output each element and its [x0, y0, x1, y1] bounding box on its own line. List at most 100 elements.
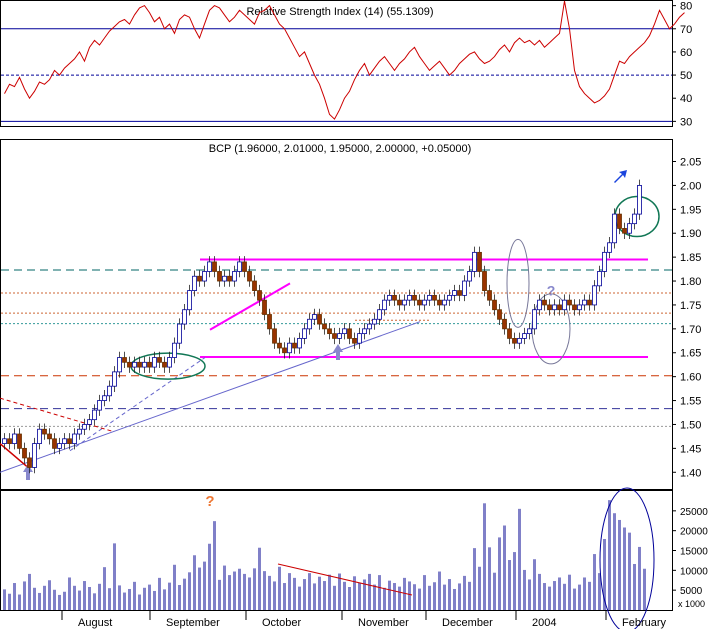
- price-candle-body: [337, 333, 342, 339]
- volume-bar: [243, 573, 246, 610]
- price-candle-body: [72, 433, 77, 444]
- price-candle-body: [567, 299, 572, 306]
- volume-bar: [363, 579, 366, 610]
- price-candle-body: [327, 328, 332, 335]
- volume-bar: [568, 574, 571, 610]
- volume-bar: [558, 577, 561, 610]
- price-candle-body: [82, 424, 87, 430]
- price-candle-body: [472, 251, 477, 272]
- price-candle-body: [292, 342, 297, 349]
- question-mark-marker: ?: [205, 493, 214, 510]
- volume-bar: [128, 588, 131, 610]
- price-candle-body: [182, 309, 187, 325]
- price-candle-body: [222, 275, 227, 282]
- price-candle-body: [232, 271, 237, 282]
- volume-bar: [198, 567, 201, 610]
- price-candle-body: [477, 251, 482, 272]
- rsi-panel-title: Relative Strength Index (14) (55.1309): [246, 6, 433, 18]
- volume-bar: [263, 571, 266, 610]
- price-candle-body: [277, 342, 282, 349]
- volume-bar: [583, 577, 586, 610]
- price-candle-body: [142, 361, 147, 368]
- volume-bar: [13, 583, 16, 610]
- volume-bar: [343, 581, 346, 610]
- price-candle-body: [357, 333, 362, 344]
- volume-bar: [3, 589, 6, 610]
- price-candle-body: [137, 361, 142, 368]
- price-candle-body: [597, 271, 602, 287]
- price-candle-body: [562, 299, 567, 311]
- price-candle-body: [172, 342, 177, 358]
- volume-bar: [628, 532, 631, 610]
- price-candle-body: [437, 299, 442, 306]
- price-candle-body: [212, 261, 217, 272]
- price-candle-body: [487, 290, 492, 301]
- volume-bar: [333, 585, 336, 610]
- volume-bar: [528, 579, 531, 610]
- volume-bar: [318, 576, 321, 610]
- price-tick-label: 1.60: [680, 372, 701, 384]
- volume-bar: [63, 591, 66, 610]
- price-candle-body: [637, 185, 642, 215]
- volume-bar: [228, 575, 231, 610]
- month-label: October: [262, 617, 301, 629]
- price-candle-body: [412, 294, 417, 301]
- volume-bar: [488, 547, 491, 610]
- price-candle-body: [602, 251, 607, 272]
- price-candle-body: [112, 371, 117, 387]
- price-candle-body: [312, 314, 317, 320]
- volume-bar: [163, 589, 166, 610]
- volume-bar: [53, 589, 56, 610]
- price-candle-body: [247, 271, 252, 282]
- volume-bar: [383, 587, 386, 610]
- volume-bar: [323, 581, 326, 610]
- rsi-axis-ticks: 80 70 60 50 40 30: [672, 1, 692, 128]
- rsi-tick-label: 30: [680, 116, 692, 128]
- price-candle-body: [512, 338, 517, 344]
- volume-bar: [173, 564, 176, 610]
- volume-bar: [413, 584, 416, 610]
- volume-bar: [378, 575, 381, 610]
- volume-bar: [148, 584, 151, 610]
- rsi-tick-label: 80: [680, 1, 692, 13]
- price-candle-body: [177, 323, 182, 344]
- price-tick-label: 1.75: [680, 300, 701, 312]
- volume-bar: [233, 571, 236, 610]
- price-candle-body: [537, 299, 542, 311]
- rsi-tick-label: 70: [680, 24, 692, 36]
- volume-bar: [248, 577, 251, 610]
- price-candle-body: [387, 294, 392, 301]
- volume-bar: [523, 569, 526, 610]
- price-candle-body: [57, 443, 62, 449]
- volume-bar: [258, 547, 261, 610]
- volume-bar: [463, 575, 466, 610]
- volume-bar: [223, 565, 226, 610]
- volume-bar: [313, 583, 316, 610]
- month-label: November: [358, 617, 409, 629]
- volume-bar: [398, 586, 401, 610]
- volume-bar: [103, 567, 106, 610]
- price-candle-body: [482, 271, 487, 291]
- volume-bar: [513, 552, 516, 610]
- volume-bar: [423, 575, 426, 610]
- price-candle-body: [572, 304, 577, 311]
- price-candle-body: [382, 299, 387, 311]
- volume-bar: [508, 560, 511, 610]
- price-candle-body: [527, 328, 532, 335]
- price-candle-body: [607, 242, 612, 253]
- rsi-tick-label: 50: [680, 70, 692, 82]
- price-candle-body: [252, 280, 257, 291]
- dip-ellipse: [531, 293, 571, 365]
- price-candle-body: [617, 213, 622, 229]
- volume-bar: [28, 573, 31, 610]
- volume-bar: [503, 525, 506, 610]
- volume-bar: [193, 555, 196, 610]
- volume-bar: [108, 588, 111, 610]
- volume-bar: [498, 537, 501, 610]
- price-candle-body: [342, 328, 347, 335]
- month-label: August: [78, 617, 112, 629]
- volume-bar: [268, 575, 271, 610]
- price-candle-body: [502, 318, 507, 330]
- volume-bar: [638, 546, 641, 610]
